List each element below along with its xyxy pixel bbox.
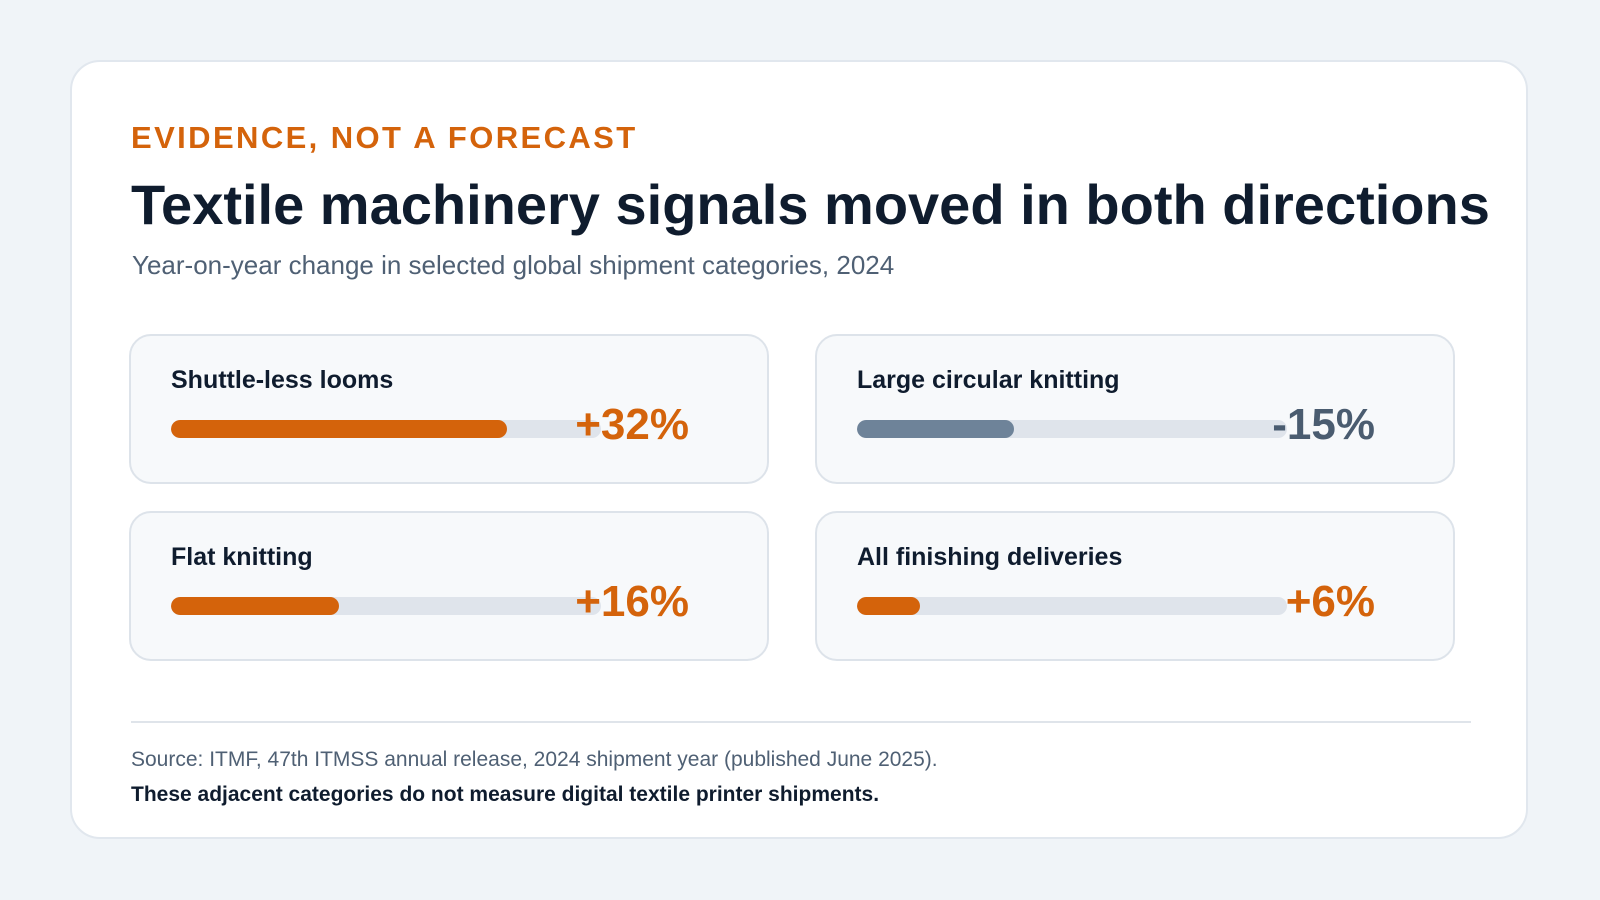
bar-fill [171, 420, 507, 438]
eyebrow-label: EVIDENCE, NOT A FORECAST [131, 120, 638, 155]
bar-fill [857, 420, 1014, 438]
category-label: Flat knitting [171, 543, 313, 571]
footer-divider [131, 721, 1471, 723]
chart-title: Textile machinery signals moved in both … [131, 173, 1490, 236]
metric-tile-all-finishing-deliveries: All finishing deliveries +6% [815, 511, 1455, 661]
bar-track [857, 420, 1287, 438]
value-label: -15% [1272, 400, 1375, 449]
category-label: Large circular knitting [857, 366, 1120, 394]
value-label: +6% [1285, 577, 1375, 626]
bar-track [857, 597, 1287, 615]
source-note: Source: ITMF, 47th ITMSS annual release,… [131, 748, 938, 771]
category-label: Shuttle-less looms [171, 366, 394, 394]
bar-fill [171, 597, 339, 615]
chart-subtitle: Year-on-year change in selected global s… [132, 250, 895, 280]
disclaimer-note: These adjacent categories do not measure… [131, 783, 880, 806]
metric-tile-flat-knitting: Flat knitting +16% [129, 511, 769, 661]
bar-fill [857, 597, 920, 615]
bar-track [171, 597, 601, 615]
value-label: +16% [575, 577, 689, 626]
metric-tile-shuttle-less-looms: Shuttle-less looms +32% [129, 334, 769, 484]
chart-card: EVIDENCE, NOT A FORECAST Textile machine… [70, 60, 1528, 839]
metric-tile-large-circular-knitting: Large circular knitting -15% [815, 334, 1455, 484]
bar-track [171, 420, 601, 438]
category-label: All finishing deliveries [857, 543, 1123, 571]
value-label: +32% [575, 400, 689, 449]
